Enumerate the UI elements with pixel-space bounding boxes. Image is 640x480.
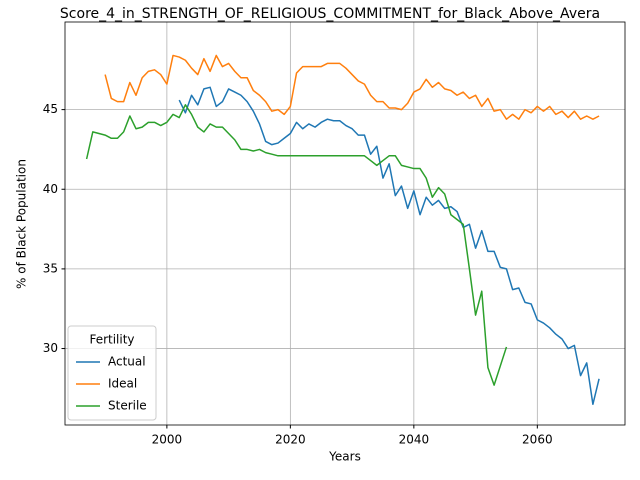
plot-frame [64,21,626,426]
series-line [104,54,600,120]
y-tick-label: 35 [43,261,58,275]
series-line [85,104,508,386]
chart-title: Score_4_in_STRENGTH_OF_RELIGIOUS_COMMITM… [60,6,600,22]
y-axis-label: % of Black Population [15,159,29,289]
x-axis-label: Years [328,450,361,464]
legend-label: Actual [108,355,146,369]
legend-label: Sterile [108,399,147,413]
legend-box [67,325,157,421]
y-tick-label: 40 [43,182,58,196]
x-tick-label: 2040 [399,433,430,447]
x-tick-label: 2000 [152,433,183,447]
series-line [178,86,600,406]
x-tick-label: 2020 [275,433,306,447]
x-tick-label: 2060 [522,433,553,447]
y-tick-label: 30 [43,341,58,355]
legend-label: Ideal [108,377,137,391]
legend-title: Fertility [89,333,134,347]
legend: Fertility Actual Ideal Sterile [67,325,157,421]
y-tick-label: 45 [43,102,58,116]
